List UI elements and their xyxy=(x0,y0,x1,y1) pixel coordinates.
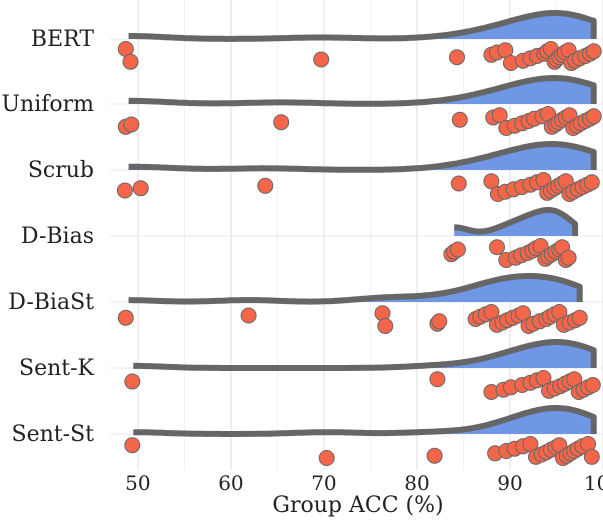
data-point xyxy=(584,377,601,393)
data-point xyxy=(123,116,140,133)
x-tick-label: 60 xyxy=(218,471,243,495)
data-point xyxy=(117,309,134,326)
data-point xyxy=(571,309,588,326)
data-point xyxy=(313,51,330,68)
data-point xyxy=(491,107,508,124)
density-outline xyxy=(128,75,597,107)
density-outline xyxy=(128,141,597,173)
category-label: Sent-St xyxy=(12,422,95,447)
data-point xyxy=(240,307,257,324)
data-point xyxy=(560,249,577,266)
data-point xyxy=(585,108,602,125)
x-tick-label: 50 xyxy=(125,471,150,495)
category-label: D-Bias xyxy=(21,224,94,249)
data-point xyxy=(426,447,443,464)
data-point xyxy=(377,318,394,334)
points-layer xyxy=(116,41,602,466)
data-point xyxy=(449,241,466,258)
density-cloud xyxy=(128,144,594,170)
density-layer xyxy=(128,10,597,437)
density-cloud xyxy=(128,78,594,104)
data-point xyxy=(122,53,139,70)
density-outline xyxy=(133,405,597,437)
data-point xyxy=(449,49,465,66)
data-point xyxy=(431,313,448,330)
data-point xyxy=(257,177,274,194)
data-point xyxy=(451,111,468,128)
data-point xyxy=(450,175,467,192)
data-point xyxy=(124,437,141,454)
data-point xyxy=(583,448,600,465)
category-label: Sent-K xyxy=(19,356,95,381)
x-tick-label: 80 xyxy=(404,471,429,495)
x-tick-label: 100 xyxy=(584,471,603,495)
x-tick-label: 70 xyxy=(311,471,336,495)
data-point xyxy=(583,174,600,191)
data-point xyxy=(489,239,505,256)
density-outline xyxy=(452,207,579,236)
category-label: BERT xyxy=(31,27,94,52)
density-cloud xyxy=(128,276,580,302)
category-label: Uniform xyxy=(1,92,94,117)
category-label: D-BiaSt xyxy=(8,290,94,315)
data-point xyxy=(124,373,141,390)
data-point xyxy=(273,114,290,131)
data-point xyxy=(483,173,500,190)
data-point xyxy=(585,43,602,60)
data-point xyxy=(429,371,446,388)
density-outline xyxy=(133,339,597,371)
data-point xyxy=(318,450,335,466)
label-layer: 50 60 70 80 90 100 BERT Uniform Scrub D-Bias D-Bia… xyxy=(1,27,603,495)
x-tick-label: 90 xyxy=(497,471,522,495)
data-point xyxy=(132,180,149,197)
density-outline xyxy=(128,273,583,305)
x-axis-title: Group ACC (%) xyxy=(272,493,443,518)
category-label: Scrub xyxy=(28,158,94,183)
data-point xyxy=(116,182,133,199)
density-outline xyxy=(128,10,597,42)
